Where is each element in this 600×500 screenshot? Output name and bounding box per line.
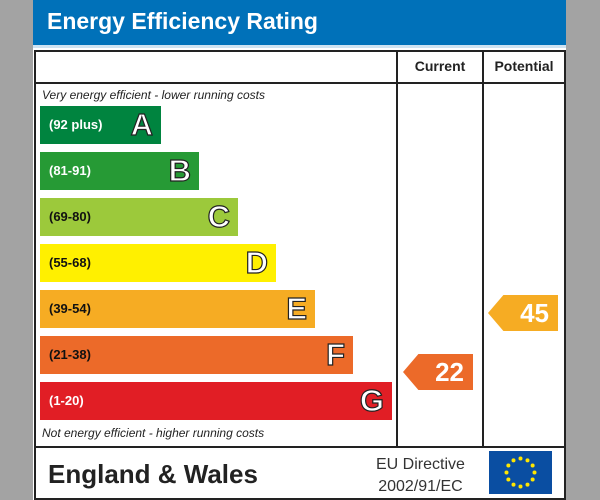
eu-directive-line1: EU Directive bbox=[376, 456, 465, 473]
eu-star bbox=[532, 470, 537, 475]
potential-column-header: Potential bbox=[494, 58, 554, 74]
eu-star bbox=[506, 463, 511, 468]
band-g: (1-20) G bbox=[40, 382, 392, 420]
band-letter: F bbox=[325, 336, 345, 372]
band-range: (81-91) bbox=[49, 163, 91, 178]
top-note: Very energy efficient - lower running co… bbox=[42, 88, 265, 102]
band-range: (92 plus) bbox=[49, 117, 103, 132]
eu-star bbox=[511, 482, 516, 487]
eu-star bbox=[518, 456, 523, 461]
band-range: (21-38) bbox=[49, 347, 91, 362]
divider bbox=[396, 52, 398, 448]
band-range: (1-20) bbox=[49, 393, 84, 408]
eu-star bbox=[525, 482, 530, 487]
page-title: Energy Efficiency Rating bbox=[47, 8, 318, 34]
eu-star bbox=[511, 458, 516, 463]
band-letter: E bbox=[286, 290, 308, 326]
band-c: (69-80) C bbox=[40, 198, 238, 236]
band-e: (39-54) E bbox=[40, 290, 315, 328]
band-letter: C bbox=[207, 198, 231, 234]
current-column-header: Current bbox=[414, 58, 466, 74]
divider bbox=[482, 52, 484, 448]
eu-directive: EU Directive 2002/91/EC bbox=[376, 454, 465, 498]
current-rating-value: 22 bbox=[435, 357, 464, 387]
band-range: (39-54) bbox=[49, 301, 91, 316]
eu-flag-icon bbox=[489, 451, 552, 494]
potential-rating-arrow: 45 bbox=[488, 295, 558, 331]
band-letter: B bbox=[168, 152, 192, 188]
band-letter: G bbox=[359, 382, 384, 418]
band-letter: A bbox=[130, 106, 154, 142]
eu-star bbox=[506, 477, 511, 482]
current-rating-arrow: 22 bbox=[403, 354, 473, 390]
potential-rating-value: 45 bbox=[520, 298, 549, 328]
eu-directive-line2: 2002/91/EC bbox=[378, 478, 463, 495]
divider bbox=[36, 82, 564, 84]
eu-star bbox=[525, 458, 530, 463]
eu-star bbox=[518, 484, 523, 489]
band-f: (21-38) F bbox=[40, 336, 353, 374]
region-label: England & Wales bbox=[48, 459, 258, 489]
header: Energy Efficiency Rating bbox=[33, 0, 566, 48]
bottom-note: Not energy efficient - higher running co… bbox=[42, 426, 265, 440]
band-d: (55-68) D bbox=[40, 244, 276, 282]
eu-star bbox=[530, 463, 535, 468]
divider bbox=[36, 446, 564, 448]
eu-star bbox=[530, 477, 535, 482]
band-a: (92 plus) A bbox=[40, 106, 161, 144]
band-range: (55-68) bbox=[49, 255, 91, 270]
eu-star bbox=[504, 470, 509, 475]
rating-table: Current Potential Very energy efficient … bbox=[34, 50, 566, 500]
band-range: (69-80) bbox=[49, 209, 91, 224]
band-b: (81-91) B bbox=[40, 152, 199, 190]
epc-chart: Energy Efficiency Rating Current Potenti… bbox=[33, 0, 566, 500]
band-letter: D bbox=[245, 244, 269, 280]
